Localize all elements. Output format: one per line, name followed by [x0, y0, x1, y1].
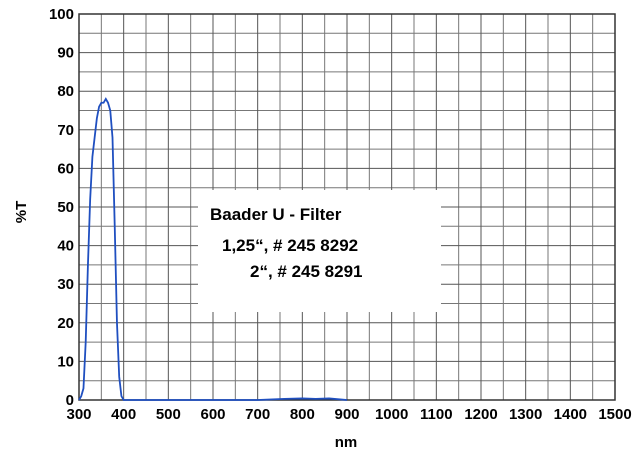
x-axis-label: nm — [335, 434, 358, 451]
x-tick-label: 1000 — [375, 406, 408, 423]
y-tick-label: 40 — [57, 238, 74, 255]
x-tick-label: 600 — [200, 406, 225, 423]
annotation-line: 2“, # 245 8291 — [250, 262, 362, 281]
annotation-line: 1,25“, # 245 8292 — [222, 236, 358, 255]
y-tick-label: 100 — [49, 6, 74, 23]
y-tick-label: 80 — [57, 83, 74, 100]
x-tick-label: 1100 — [420, 406, 453, 423]
x-tick-label: 700 — [245, 406, 270, 423]
data-line — [78, 97, 348, 401]
annotation-box: Baader U - Filter 1,25“, # 245 8292 2“, … — [198, 190, 441, 312]
y-tick-label: 30 — [57, 276, 74, 293]
y-tick-label: 20 — [57, 315, 74, 332]
x-tick-label: 500 — [156, 406, 181, 423]
y-tick-label: 90 — [57, 45, 74, 62]
y-axis-label: %T — [13, 201, 30, 224]
y-tick-label: 60 — [57, 160, 74, 177]
x-tick-label: 900 — [334, 406, 359, 423]
y-tick-label: 70 — [57, 122, 74, 139]
x-tick-label: 800 — [290, 406, 315, 423]
y-tick-label: 0 — [66, 392, 74, 409]
x-tick-label: 1500 — [598, 406, 631, 423]
y-tick-label: 50 — [57, 199, 74, 216]
x-tick-label: 300 — [66, 406, 91, 423]
x-tick-label: 1400 — [554, 406, 587, 423]
annotation-background — [198, 190, 441, 312]
x-tick-label: 400 — [111, 406, 136, 423]
annotation-title: Baader U - Filter — [210, 205, 342, 224]
x-tick-label: 1300 — [509, 406, 542, 423]
x-tick-label: 1200 — [464, 406, 497, 423]
y-tick-label: 10 — [57, 353, 74, 370]
